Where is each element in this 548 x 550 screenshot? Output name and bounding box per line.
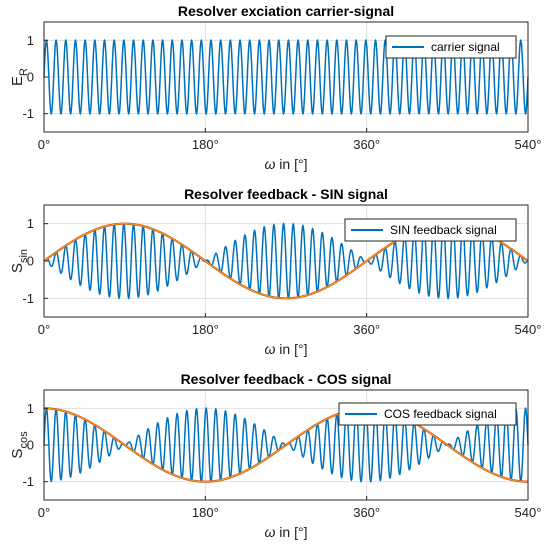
y-axis-label: ER [9, 68, 30, 86]
y-tick-label: 0 [27, 438, 34, 453]
x-axis-label: ω in [°] [265, 524, 308, 540]
x-tick-label: 540° [515, 137, 542, 152]
y-tick-label: 0 [27, 70, 34, 85]
y-axis-label: Ssin [9, 249, 30, 273]
series-sin-feedback-signal [43, 222, 529, 300]
y-tick-label: -1 [22, 106, 34, 121]
x-tick-label: 180° [192, 137, 219, 152]
y-axis-main: S [9, 263, 26, 273]
x-tick-label: 360° [353, 322, 380, 337]
legend-box [338, 402, 517, 426]
y-tick-label: -1 [22, 291, 34, 306]
legend: COS feedback signal [338, 402, 517, 426]
chart-title: Resolver feedback - COS signal [181, 371, 392, 387]
x-tick-label: 540° [515, 322, 542, 337]
x-tick-label: 360° [353, 137, 380, 152]
chart-3: 0° 180° 360° 540° 1 0 -1 Resolver feedback - CO… [9, 371, 541, 540]
y-tick-label: 0 [27, 254, 34, 269]
y-tick-label: -1 [22, 474, 34, 489]
legend: carrier signal [385, 35, 517, 59]
x-axis-label: ω in [°] [265, 341, 308, 357]
x-axis-symbol: ω [265, 524, 276, 540]
legend-label: carrier signal [431, 40, 500, 54]
legend-box [385, 35, 517, 59]
x-tick-label: 180° [192, 505, 219, 520]
x-tick-label: 360° [353, 505, 380, 520]
legend-label: COS feedback signal [384, 407, 497, 421]
chart-title: Resolver feedback - SIN signal [184, 186, 388, 202]
x-axis-symbol: ω [265, 341, 276, 357]
series-carrier-signal [43, 38, 529, 116]
x-axis-text: in [°] [275, 524, 307, 540]
y-axis-sub: R [18, 68, 30, 76]
legend-label: SIN feedback signal [390, 223, 497, 237]
y-axis-label: Scos [9, 431, 30, 459]
chart-title: Resolver exciation carrier-signal [178, 3, 394, 19]
legend-box [344, 218, 517, 242]
y-tick-label: 1 [27, 216, 34, 231]
x-axis-text: in [°] [275, 341, 307, 357]
envelope-line-highlight [43, 407, 529, 483]
x-tick-label: 0° [38, 322, 50, 337]
y-axis-main: E [9, 76, 26, 86]
chart-1: 0° 180° 360° 540° 1 0 -1 Resolver exciation car… [9, 3, 541, 172]
x-axis-text: in [°] [275, 156, 307, 172]
x-tick-label: 0° [38, 505, 50, 520]
x-axis-label: ω in [°] [265, 156, 308, 172]
legend: SIN feedback signal [344, 218, 517, 242]
y-axis-main: S [9, 449, 26, 459]
y-tick-label: 1 [27, 401, 34, 416]
x-tick-label: 540° [515, 505, 542, 520]
y-axis-sub: cos [18, 431, 30, 449]
y-axis-sub: sin [18, 249, 30, 263]
x-tick-label: 180° [192, 322, 219, 337]
x-tick-label: 0° [38, 137, 50, 152]
y-tick-label: 1 [27, 33, 34, 48]
x-axis-symbol: ω [265, 156, 276, 172]
chart-2: 0° 180° 360° 540° 1 0 -1 Resolver feedback - SI… [9, 186, 541, 357]
